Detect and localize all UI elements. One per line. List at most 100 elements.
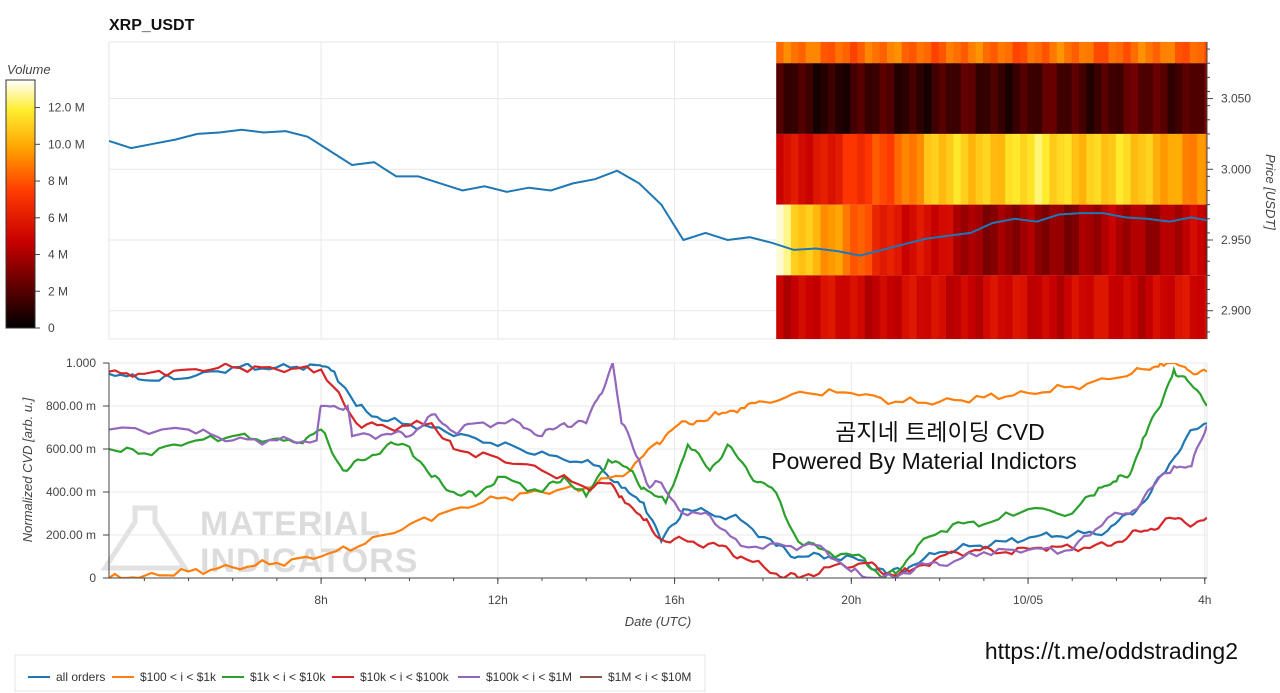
heatmap-cell bbox=[1005, 133, 1014, 205]
cvd-line-2 bbox=[109, 365, 1207, 578]
price-line bbox=[109, 128, 1207, 257]
cvd-line-1 bbox=[109, 363, 1207, 578]
heatmap-cell bbox=[960, 42, 969, 64]
heatmap-cell bbox=[1064, 63, 1073, 134]
heatmap-cell bbox=[931, 42, 940, 64]
heatmap-cell bbox=[798, 204, 807, 276]
heatmap-cell bbox=[916, 42, 925, 64]
heatmap-cell bbox=[783, 204, 792, 276]
heatmap-cell bbox=[798, 63, 807, 134]
heatmap-cell bbox=[901, 275, 910, 339]
heatmap-cell bbox=[879, 133, 888, 205]
cvd-xtick-label-0: 8h bbox=[314, 593, 327, 607]
heatmap-cell bbox=[1012, 204, 1021, 276]
heatmap-cell bbox=[1249, 39, 1257, 63]
heatmap-cell bbox=[1130, 133, 1139, 205]
heatmap-cell bbox=[1138, 42, 1147, 64]
heatmap-cell bbox=[1056, 42, 1065, 64]
heatmap-cell bbox=[960, 275, 969, 339]
heatmap-cell bbox=[1167, 42, 1176, 64]
heatmap-cell bbox=[1174, 63, 1183, 134]
heatmap-cell bbox=[805, 204, 814, 276]
heatmap-cell bbox=[1056, 63, 1065, 134]
heatmap-cell bbox=[968, 204, 977, 276]
heatmap-cell bbox=[1056, 133, 1065, 205]
legend-label-3: $10k < i < $100k bbox=[360, 670, 450, 684]
colorbar-tick-label-5: 10.0 M bbox=[48, 137, 85, 151]
heatmap-cell bbox=[1212, 63, 1220, 134]
heatmap-cell bbox=[813, 204, 822, 276]
heatmap-cell bbox=[990, 63, 999, 134]
heatmap-cell bbox=[1093, 133, 1102, 205]
heatmap-cell bbox=[1049, 275, 1058, 339]
heatmap-cell bbox=[990, 204, 999, 276]
heatmap-cell bbox=[1093, 275, 1102, 339]
heatmap-cell bbox=[1064, 275, 1073, 339]
watermark-line2: INDICATORS bbox=[200, 542, 418, 580]
heatmap-cell bbox=[805, 63, 814, 134]
heatmap-cell bbox=[946, 275, 955, 339]
heatmap-cell bbox=[1019, 275, 1028, 339]
heatmap-cell bbox=[1101, 275, 1110, 339]
heatmap-cell bbox=[990, 133, 999, 205]
heatmap-cell bbox=[997, 133, 1006, 205]
heatmap-cell bbox=[946, 63, 955, 134]
heatmap-cell bbox=[1152, 133, 1161, 205]
heatmap-cell bbox=[1145, 42, 1154, 64]
heatmap-cell bbox=[1064, 204, 1073, 276]
heatmap-cell bbox=[1101, 63, 1110, 134]
heatmap-cell bbox=[1086, 63, 1095, 134]
heatmap-cell bbox=[813, 63, 822, 134]
heatmap-cell bbox=[857, 42, 866, 64]
heatmap-cell bbox=[1145, 275, 1154, 339]
heatmap-cell bbox=[1145, 204, 1154, 276]
overlay-subtitle: Powered By Material Indictors bbox=[771, 448, 1077, 474]
heatmap-cell bbox=[1086, 133, 1095, 205]
heatmap-cell bbox=[813, 133, 822, 205]
heatmap-cell bbox=[783, 63, 792, 134]
heatmap-cell bbox=[997, 63, 1006, 134]
heatmap-cell bbox=[1138, 63, 1147, 134]
heatmap-cell bbox=[1152, 42, 1161, 64]
legend-box bbox=[14, 654, 706, 692]
heatmap-cell bbox=[835, 204, 844, 276]
heatmap-cell bbox=[1064, 133, 1073, 205]
heatmap-cell bbox=[1271, 275, 1279, 346]
heatmap-cell bbox=[857, 204, 866, 276]
heatmap-cell bbox=[813, 42, 822, 64]
cvd-xtick-label-4: 10/05 bbox=[1013, 593, 1043, 607]
heatmap-cell bbox=[1204, 63, 1207, 134]
heatmap-cell bbox=[916, 133, 925, 205]
heatmap-cell bbox=[1042, 204, 1051, 276]
heatmap-cell bbox=[864, 42, 873, 64]
cvd-y-ticks: 0 200.00 m 400.00 m 600.00 m 800.00 m 1.000 bbox=[46, 356, 109, 585]
heatmap-cell bbox=[982, 63, 991, 134]
heatmap-cell bbox=[1256, 39, 1264, 63]
colorbar-tick-label-1: 2 M bbox=[48, 284, 68, 298]
heatmap-cell bbox=[842, 275, 851, 339]
heatmap-cell bbox=[805, 133, 814, 205]
heatmap-cell bbox=[1034, 275, 1043, 339]
heatmap-cell bbox=[953, 63, 962, 134]
heatmap-cell bbox=[1204, 275, 1207, 339]
heatmap-cell bbox=[1115, 42, 1124, 64]
heatmap-cell bbox=[1123, 42, 1132, 64]
cvd-y-axis-label: Normalized CVD [arb. u.] bbox=[20, 397, 35, 542]
cvd-xtick-label-5: 4h bbox=[1198, 593, 1211, 607]
heatmap-cell bbox=[827, 204, 836, 276]
volume-colorbar bbox=[5, 79, 36, 329]
heatmap-cell bbox=[923, 133, 932, 205]
cvd-x-axis-label: Date (UTC) bbox=[625, 614, 691, 629]
heatmap-cell bbox=[975, 204, 984, 276]
heatmap-cell bbox=[1019, 42, 1028, 64]
heatmap-cell bbox=[1078, 133, 1087, 205]
heatmap-cell bbox=[850, 275, 859, 339]
price-tick-label-0: 2.900 bbox=[1221, 304, 1251, 318]
cvd-ytick-label-5: 1.000 bbox=[66, 356, 96, 370]
heatmap-cell bbox=[909, 63, 918, 134]
price-tick-label-2: 3.000 bbox=[1221, 162, 1251, 176]
heatmap-cell bbox=[953, 275, 962, 339]
heatmap-cell bbox=[1123, 63, 1132, 134]
heatmap-cell bbox=[1108, 204, 1117, 276]
legend-label-2: $1k < i < $10k bbox=[250, 670, 326, 684]
